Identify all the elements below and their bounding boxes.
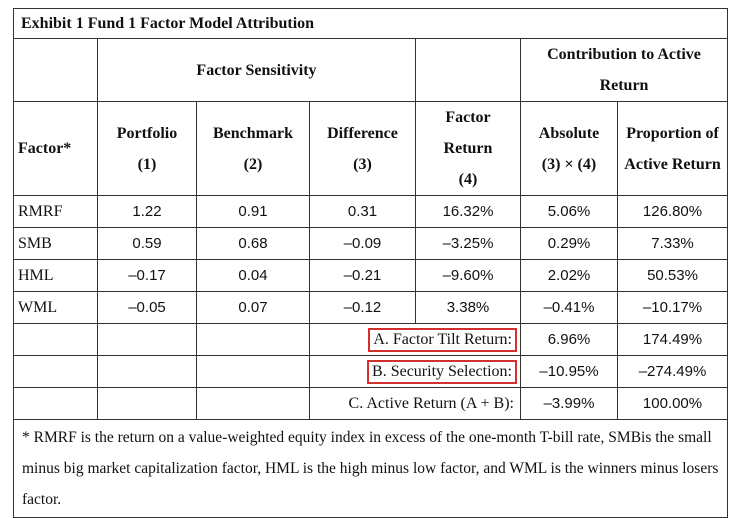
factor-sensitivity-header: Factor Sensitivity	[97, 38, 416, 102]
portfolio-label: Portfolio	[116, 124, 178, 142]
table-row: WML –0.05 0.07 –0.12 3.38% –0.41% –10.17%	[13, 291, 729, 324]
benchmark-cell: 0.91	[196, 195, 310, 228]
factor-cell: SMB	[13, 227, 98, 260]
difference-cell: –0.21	[309, 259, 416, 292]
difference-label: Difference	[327, 124, 398, 142]
proportion-cell: 50.53%	[616, 259, 729, 292]
difference-header: Difference (3)	[309, 101, 416, 196]
table-title: Exhibit 1 Fund 1 Factor Model Attributio…	[12, 8, 729, 39]
portfolio-cell: 1.22	[97, 195, 197, 228]
factor-return-cell: –9.60%	[415, 259, 521, 292]
absolute-formula: (3) × (4)	[541, 155, 597, 173]
contribution-header: Contribution to Active Return	[519, 38, 729, 102]
difference-cell: –0.12	[309, 291, 416, 324]
factor-cell: RMRF	[13, 195, 98, 228]
portfolio-cell: –0.17	[97, 259, 197, 292]
table-row: HML –0.17 0.04 –0.21 –9.60% 2.02% 50.53%	[13, 259, 729, 292]
portfolio-cell: –0.05	[97, 291, 197, 324]
benchmark-num: (2)	[243, 155, 263, 173]
empty-header-cell	[13, 38, 98, 102]
benchmark-cell: 0.04	[196, 259, 310, 292]
empty-header-cell	[415, 38, 521, 102]
proportion-cell: 7.33%	[616, 227, 729, 260]
factor-return-cell: –3.25%	[415, 227, 521, 260]
factor-cell: HML	[13, 259, 98, 292]
benchmark-header: Benchmark (2)	[196, 101, 310, 196]
summary-absolute: –3.99%	[520, 387, 618, 420]
factor-return-label: Factor Return	[443, 109, 493, 157]
highlight-box: A. Factor Tilt Return:	[368, 327, 517, 352]
factor-return-cell: 16.32%	[415, 195, 521, 228]
portfolio-num: (1)	[137, 155, 157, 173]
summary-proportion: –274.49%	[616, 355, 729, 388]
absolute-label: Absolute	[538, 124, 600, 142]
summary-absolute: –10.95%	[520, 355, 618, 388]
summary-proportion: 174.49%	[616, 323, 729, 356]
proportion-header: Proportion of Active Return	[616, 101, 729, 196]
factor-return-num: (4)	[458, 171, 478, 188]
absolute-cell: 2.02%	[520, 259, 618, 292]
summary-label-c: C. Active Return (A + B):	[309, 387, 521, 420]
absolute-cell: 0.29%	[520, 227, 618, 260]
summary-label-b: B. Security Selection:	[309, 355, 521, 388]
table-row: RMRF 1.22 0.91 0.31 16.32% 5.06% 126.80%	[13, 195, 729, 228]
factor-return-header: Factor Return (4)	[415, 101, 521, 196]
highlight-box: B. Security Selection:	[367, 359, 517, 384]
summary-proportion: 100.00%	[616, 387, 729, 420]
summary-label-a: A. Factor Tilt Return:	[309, 323, 521, 356]
absolute-cell: –0.41%	[520, 291, 618, 324]
footnote: * RMRF is the return on a value-weighted…	[12, 419, 729, 518]
portfolio-cell: 0.59	[97, 227, 197, 260]
summary-absolute: 6.96%	[520, 323, 618, 356]
benchmark-cell: 0.68	[196, 227, 310, 260]
benchmark-label: Benchmark	[213, 124, 293, 142]
difference-cell: –0.09	[309, 227, 416, 260]
absolute-header: Absolute (3) × (4)	[520, 101, 618, 196]
factor-attribution-table: Exhibit 1 Fund 1 Factor Model Attributio…	[12, 8, 729, 518]
table-row: SMB 0.59 0.68 –0.09 –3.25% 0.29% 7.33%	[13, 227, 729, 260]
proportion-cell: 126.80%	[616, 195, 729, 228]
factor-header: Factor*	[13, 101, 98, 196]
difference-num: (3)	[353, 155, 372, 173]
portfolio-header: Portfolio (1)	[97, 101, 197, 196]
absolute-cell: 5.06%	[520, 195, 618, 228]
factor-cell: WML	[13, 291, 98, 324]
proportion-cell: –10.17%	[616, 291, 729, 324]
factor-return-cell: 3.38%	[415, 291, 521, 324]
difference-cell: 0.31	[309, 195, 416, 228]
benchmark-cell: 0.07	[196, 291, 310, 324]
